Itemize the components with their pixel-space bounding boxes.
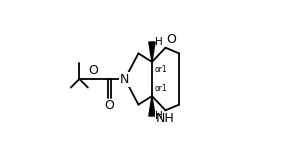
Text: or1: or1: [155, 84, 168, 93]
Text: H: H: [155, 111, 163, 121]
Polygon shape: [149, 42, 155, 62]
Text: H: H: [155, 37, 163, 47]
Text: N: N: [120, 73, 130, 85]
Text: O: O: [166, 33, 176, 46]
Text: O: O: [104, 99, 114, 112]
Text: O: O: [89, 64, 99, 77]
Text: or1: or1: [155, 65, 168, 74]
Text: NH: NH: [156, 112, 175, 125]
Polygon shape: [149, 96, 155, 116]
